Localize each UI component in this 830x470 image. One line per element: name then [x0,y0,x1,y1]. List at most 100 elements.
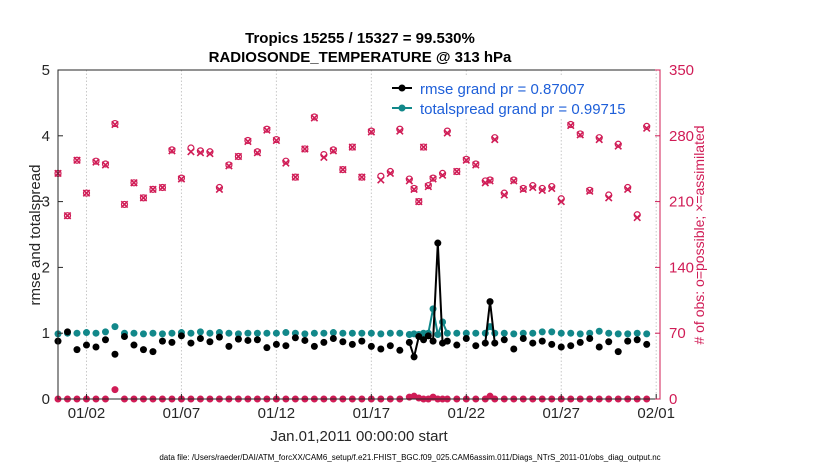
totalspread-point [633,329,641,337]
rmse-point [424,332,432,340]
obs-assimilated-point [538,186,547,195]
y2-axis-label: # of obs: o=possible; ×=assimilated [691,125,707,344]
obs-assimilated-point [291,173,300,181]
rmse-point [472,342,480,350]
obs-assimilated-point [566,121,575,130]
totalspread-point [225,329,233,337]
totalspread-point [234,330,242,338]
totalspread-point [643,330,651,338]
obs-possible-point [139,194,148,202]
obs-possible-point [415,198,423,206]
y-tick-label: 2 [42,259,50,276]
rmse-point [348,340,356,348]
totalspread-point [282,329,290,337]
obs-assimilated-point [310,114,319,122]
rmse-point [206,338,214,346]
obs-assimilated-point [438,171,447,180]
obs-assimilated-point [272,136,281,145]
obs-possible-point [130,179,138,187]
rmse-point [358,337,366,345]
totalspread-point [519,329,527,337]
totalspread-point [301,330,309,338]
legend-rmse-label: rmse grand pr = 0.87007 [420,81,585,98]
totalspread-point [187,329,195,337]
y2-tick-label: 280 [669,128,694,145]
y-tick-label: 1 [42,325,50,342]
totalspread-point [386,329,394,337]
rmse-point [263,344,271,352]
obs-possible-point [453,167,461,176]
x-tick-label: 01/27 [542,405,580,422]
totalspread-point [624,330,632,338]
totalspread-point [500,329,508,337]
totalspread-point [377,330,385,338]
totalspread-point [538,328,546,336]
rmse-point [486,298,494,306]
rmse-point [272,340,280,348]
obs-assimilated-point [472,161,480,169]
totalspread-point [130,329,138,337]
obs-assimilated-point [244,137,252,146]
totalspread-point [92,329,100,337]
totalspread-point [101,328,109,336]
obs-possible-point [234,152,243,161]
obs-possible-point [339,166,347,174]
obs-assimilated-point [453,167,461,176]
obs-possible-point [263,125,271,133]
rmse-point [92,343,100,351]
obs-possible-point [272,135,280,144]
rmse-point [443,337,451,345]
obs-assimilated-point [301,145,309,153]
obs-possible-point [367,127,375,135]
rmse-point [529,339,537,347]
obs-assimilated-point [158,183,167,192]
rmse-point [434,239,442,247]
rmse-point [396,346,404,354]
obs-assimilated-point [82,189,91,197]
legend-box [386,75,654,117]
totalspread-point [462,329,470,337]
obs-assimilated-point [585,187,594,196]
y-tick-label: 0 [42,391,50,408]
rmse-point [82,341,90,349]
obs-assimilated-point [386,169,395,178]
obs-possible-point [472,160,480,168]
obs-assimilated-point [623,185,632,194]
obs-assimilated-point [234,152,243,161]
totalspread-point [605,329,613,337]
rmse-point [405,338,413,346]
totalspread-point [367,329,375,337]
rmse-point [187,339,195,347]
obs-assimilated-point [595,135,603,144]
rmse-point [557,343,565,351]
totalspread-point [595,327,603,335]
plot-frame [57,69,661,400]
obs-assimilated-point [510,177,518,185]
rmse-point [291,334,299,342]
obs-rejected-point [111,386,119,394]
rmse-point [595,343,603,351]
rmse-point [120,332,128,340]
rmse-point [377,345,385,353]
totalspread-point [614,330,622,338]
rmse-point [367,342,375,350]
rmse-point [329,334,337,342]
totalspread-point [139,330,147,338]
rmse-line [484,301,496,344]
rmse-point [548,340,556,348]
totalspread-point [510,330,518,338]
obs-assimilated-point [429,175,437,183]
rmse-point [282,342,290,350]
obs-possible-point [82,189,91,197]
obs-assimilated-point [101,161,110,169]
totalspread-point [206,329,214,337]
rmse-point [225,342,233,350]
obs-assimilated-point [215,185,224,194]
totalspread-point [329,329,337,337]
obs-assimilated-point [410,185,418,194]
obs-assimilated-point [500,191,509,199]
obs-possible-point [358,173,366,181]
obs-assimilated-point [633,213,641,222]
rmse-point [510,345,518,353]
